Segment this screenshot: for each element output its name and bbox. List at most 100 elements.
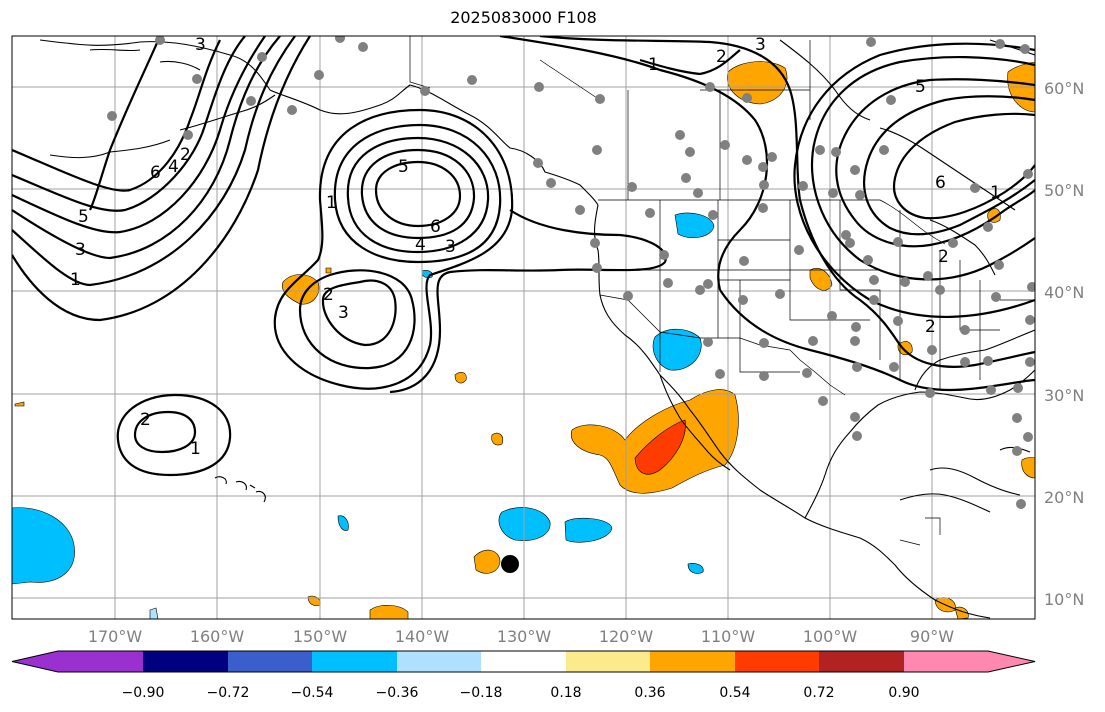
station-dot [1027, 282, 1035, 292]
station-dot [420, 86, 430, 96]
colorbar-labels: −0.90 −0.72 −0.54 −0.36 −0.18 0.18 0.36 … [122, 685, 920, 701]
station-dot [850, 165, 860, 175]
station-dot [575, 205, 585, 215]
station-dot [923, 271, 933, 281]
station-dot [970, 183, 980, 193]
contour-label: 6 [935, 173, 946, 193]
station-dot [742, 93, 752, 103]
station-dot [759, 371, 769, 381]
station-dot [893, 316, 903, 326]
station-dot [852, 431, 862, 441]
colorbar-segment [566, 651, 650, 672]
lon-label: 120°W [599, 627, 654, 646]
station-dot [335, 36, 345, 43]
station-dot [925, 388, 935, 398]
contour-label: 1 [190, 439, 201, 459]
contour-label: 2 [938, 247, 949, 267]
contour-label: 4 [415, 235, 426, 255]
station-dot [879, 145, 889, 155]
station-dot [850, 336, 860, 346]
station-dot [831, 147, 841, 157]
station-dot [1023, 169, 1033, 179]
colorbar-segment [58, 651, 143, 672]
contour-label: 3 [75, 240, 86, 260]
station-dot [855, 190, 865, 200]
colorbar [11, 650, 1036, 673]
station-dot [1016, 499, 1026, 509]
latitude-axis: 60°N 50°N 40°N 30°N 20°N 10°N [1044, 79, 1084, 609]
contour-label: 1 [70, 270, 81, 290]
station-dot [738, 295, 748, 305]
lat-label: 60°N [1044, 79, 1084, 98]
colorbar-segment [650, 651, 735, 672]
station-dot [695, 285, 705, 295]
station-dot [960, 325, 970, 335]
colorbar-tick-label: 0.72 [803, 685, 834, 701]
contour-lines [12, 36, 1035, 477]
map-frame [11, 35, 1036, 620]
station-dot [994, 260, 1004, 270]
lon-label: 160°W [190, 627, 245, 646]
station-dot [818, 396, 828, 406]
lon-label: 150°W [293, 627, 348, 646]
station-dot [715, 369, 725, 379]
station-dot [828, 188, 838, 198]
station-dot [675, 130, 685, 140]
station-dot [935, 285, 945, 295]
station-dot [693, 188, 703, 198]
station-dot [645, 208, 655, 218]
colorbar-tick-label: 0.54 [719, 685, 750, 701]
contour-label: 3 [338, 303, 349, 323]
station-dot [183, 130, 193, 140]
station-dot [358, 42, 368, 52]
colorbar-extend-left [12, 651, 58, 672]
contour-labels: 1 2 3 1 2 1 2 3 3 4 5 6 1 3 5 6 4 2 3 5 … [70, 35, 1001, 459]
station-dot [850, 412, 860, 422]
colorbar-segment [312, 651, 397, 672]
lon-label: 170°W [88, 627, 143, 646]
contour-label: 3 [755, 35, 766, 55]
lat-label: 20°N [1044, 488, 1084, 507]
station-dot [758, 162, 768, 172]
station-markers [107, 36, 1035, 509]
contour-label: 2 [716, 47, 727, 67]
station-dot [663, 278, 673, 288]
contour-label: 5 [915, 77, 926, 97]
station-dot [1025, 315, 1035, 325]
contour-label: 1 [326, 193, 337, 213]
station-dot [869, 275, 879, 285]
station-dot [869, 295, 879, 305]
station-dot [794, 245, 804, 255]
station-dot [534, 82, 544, 92]
station-dot [739, 256, 749, 266]
colorbar-segment [143, 651, 228, 672]
station-dot [815, 145, 825, 155]
station-dot [758, 203, 768, 213]
lon-label: 110°W [701, 627, 756, 646]
colorbar-tick-label: −0.90 [122, 685, 165, 701]
colorbar-tick-label: −0.54 [291, 685, 334, 701]
contour-label: 2 [180, 145, 191, 165]
lat-label: 40°N [1044, 283, 1084, 302]
contour-label: 1 [648, 55, 659, 75]
station-dot [995, 39, 1005, 49]
station-dot [1013, 383, 1023, 393]
station-dot [900, 277, 910, 287]
station-dot [742, 155, 752, 165]
station-dot [590, 238, 600, 248]
contour-label: 5 [398, 157, 409, 177]
station-dot [863, 255, 873, 265]
station-dot [246, 96, 256, 106]
colorbar-tick-label: −0.72 [207, 685, 250, 701]
lat-label: 50°N [1044, 181, 1084, 200]
lon-label: 140°W [395, 627, 450, 646]
station-dot [983, 222, 993, 232]
station-dot [986, 385, 996, 395]
station-dot [1023, 432, 1033, 442]
contour-label: 3 [195, 35, 206, 55]
contour-label: 6 [150, 163, 161, 183]
station-dot [659, 250, 669, 260]
station-dot [889, 362, 899, 372]
colorbar-tick-label: 0.90 [888, 685, 919, 701]
station-dot [627, 182, 637, 192]
